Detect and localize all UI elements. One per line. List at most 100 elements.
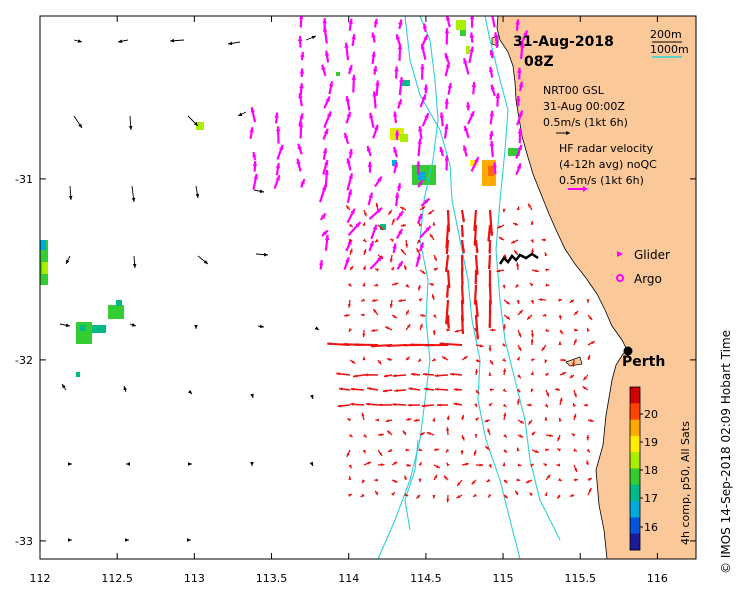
hf-arrow-head — [589, 418, 594, 423]
glider-arrow-head — [516, 95, 521, 101]
gsl-arrow-head — [62, 384, 66, 389]
hf-arrow-head — [488, 403, 493, 407]
glider-arrow-head — [489, 49, 495, 56]
glider-arrow-head — [275, 126, 281, 132]
hf-arrow-head — [421, 313, 426, 317]
hf-arrow-head — [432, 314, 437, 318]
hf-arrow-head — [558, 315, 562, 320]
glider-arrow-head — [398, 211, 404, 217]
bathymetry-contours — [377, 16, 561, 559]
hf-arrow-head — [516, 356, 520, 361]
glider-arrow-head — [439, 112, 445, 118]
hf-arrow-head — [370, 344, 375, 348]
hf-arrow-head — [474, 417, 479, 422]
glider-arrow-head — [371, 51, 376, 57]
hf-arrow-head — [336, 372, 340, 376]
hf-arrow-head — [473, 493, 477, 497]
legend-hf-scale: 0.5m/s (1kt 6h) — [559, 174, 644, 187]
hf-arrow-head — [514, 250, 518, 254]
hf-arrow-head — [429, 283, 434, 287]
hf-arrow-head — [351, 360, 356, 364]
hf-arrow-head — [407, 418, 412, 422]
hf-arrow-head — [404, 264, 408, 269]
glider-arrow-head — [517, 128, 523, 134]
hf-arrow-head — [349, 248, 353, 253]
glider-arrow-head — [396, 183, 402, 189]
hf-arrow-head — [529, 463, 534, 468]
y-tick-label: -31 — [15, 173, 33, 186]
glider-arrow-head — [347, 189, 353, 195]
hf-arrow-head — [390, 238, 395, 243]
hf-arrow-head — [583, 403, 588, 407]
hf-arrow-head — [488, 347, 492, 352]
x-tick-label: 115 — [493, 572, 514, 585]
hf-arrow-head — [450, 372, 454, 376]
hf-arrow-head — [571, 433, 576, 437]
hf-arrow-head — [350, 387, 355, 391]
legend-gsl-arrowhead — [566, 131, 570, 135]
glider-arrow-head — [523, 30, 528, 37]
hf-arrow-head — [535, 269, 539, 273]
hf-arrow-head — [377, 360, 382, 365]
hf-arrow-head — [543, 463, 548, 467]
hf-arrow-head — [573, 448, 577, 452]
hf-arrow-head — [475, 390, 480, 395]
hf-arrow-head — [347, 418, 352, 422]
hf-arrow-head — [497, 225, 502, 229]
hf-arrow-head — [461, 414, 465, 419]
glider-arrow-head — [323, 128, 328, 135]
glider-arrow-head — [299, 68, 305, 74]
hf-arrow-head — [475, 313, 479, 317]
hf-arrow-head — [363, 433, 367, 438]
glider-arrow-head — [252, 161, 258, 167]
hf-arrow-head — [528, 420, 532, 425]
glider-arrow-head — [325, 96, 330, 102]
gsl-arrow-head — [77, 39, 82, 43]
hf-arrow-head — [346, 205, 350, 210]
gsl-arrow-head — [131, 197, 136, 202]
hf-arrow-head — [444, 268, 449, 272]
glider-arrow-head — [346, 111, 351, 118]
hf-arrow-head — [421, 270, 426, 274]
hf-arrow-head — [446, 415, 450, 420]
hf-arrow-head — [348, 476, 352, 480]
hf-arrow-head — [378, 403, 382, 407]
glider-arrow-head — [274, 112, 279, 118]
glider-arrow-head — [298, 93, 303, 99]
hf-arrow-head — [506, 300, 510, 305]
hf-arrow-head — [348, 238, 352, 243]
hf-arrow-head — [347, 282, 352, 287]
gsl-arrow-head — [131, 323, 136, 327]
glider-arrow-head — [350, 208, 355, 215]
hf-arrow-head — [364, 373, 368, 377]
gsl-arrow-head — [65, 323, 70, 327]
hf-arrow-head — [391, 218, 395, 223]
contour-shelf — [484, 16, 561, 541]
title-date: 31-Aug-2018 — [513, 34, 614, 50]
glider-arrow-head — [516, 163, 521, 169]
gsl-arrow-head — [128, 125, 133, 130]
glider-arrow-head — [445, 62, 451, 68]
glider-arrow-head — [393, 162, 398, 168]
glider-arrow-head — [392, 243, 397, 249]
glider-arrow-head — [423, 84, 429, 90]
legend-gsl-title: NRT00 GSL — [543, 84, 605, 97]
hf-arrow-head — [393, 461, 398, 465]
glider-arrow-head — [397, 228, 403, 235]
hf-arrow-head — [446, 498, 450, 503]
glider-arrow-head — [372, 224, 377, 231]
glider-arrow-head — [444, 155, 449, 161]
hf-arrow-head — [549, 433, 553, 438]
hf-arrow-head — [363, 249, 367, 253]
hf-arrow-head — [546, 474, 551, 479]
hf-arrow-head — [375, 202, 379, 207]
hf-arrow-head — [461, 330, 465, 334]
hf-arrow-head — [544, 373, 549, 377]
gsl-arrow-head — [309, 461, 313, 466]
hf-arrow-head — [446, 427, 450, 431]
hf-arrow-head — [503, 449, 508, 453]
hf-arrow-head — [454, 329, 459, 333]
glider-arrow-head — [298, 16, 304, 20]
glider-arrow-head — [346, 158, 351, 164]
